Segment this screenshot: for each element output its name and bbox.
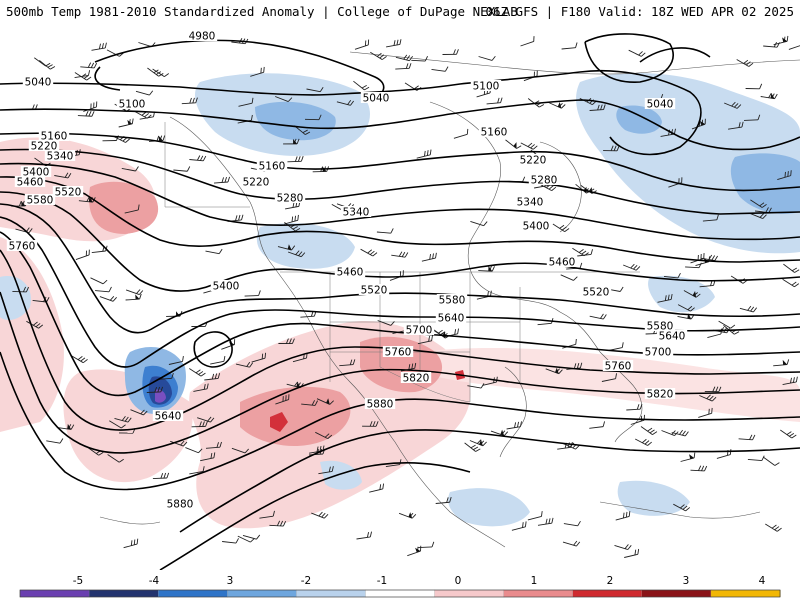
contour-label: 5880: [367, 399, 394, 411]
contour-label: 5340: [517, 197, 544, 209]
contour-label: 5580: [439, 295, 466, 307]
colorbar-tick-label: -1: [377, 575, 387, 587]
contour-label: 5460: [337, 267, 364, 279]
contour-label: 5160: [259, 161, 286, 173]
contour-label: 5340: [343, 207, 370, 219]
model-run-info: 06Z GFS | F180 Valid: 18Z WED APR 02 202…: [485, 4, 794, 19]
contour-label: 5760: [605, 361, 632, 373]
contour-label: 5700: [406, 325, 433, 337]
contour-label: 5520: [55, 187, 82, 199]
colorbar-segment: [365, 590, 435, 597]
colorbar-segment: [642, 590, 712, 597]
contour-label: 5880: [167, 499, 194, 511]
contour-label: 5460: [549, 257, 576, 269]
colorbar-tick-labels: -5-43-2-1012345: [73, 575, 800, 587]
contour-label: 5640: [155, 411, 182, 423]
contour-label: 5280: [277, 193, 304, 205]
contour-label: 5400: [523, 221, 550, 233]
contour-label: 5640: [659, 331, 686, 343]
colorbar-tick-label: 1: [531, 575, 538, 587]
contour-label: 5400: [213, 281, 240, 293]
colorbar-tick-label: 3: [683, 575, 690, 587]
contour-label: 5580: [27, 195, 54, 207]
colorbar-tick-label: -5: [73, 575, 83, 587]
colorbar-tick-label: 3: [227, 575, 234, 587]
contour-label: 5820: [403, 373, 430, 385]
colorbar-segment: [158, 590, 228, 597]
contour-label: 5040: [363, 93, 390, 105]
contour-label: 5700: [645, 347, 672, 359]
contour-label: 5160: [481, 127, 508, 139]
colorbar-gradient: [20, 590, 781, 597]
colorbar-segment: [711, 590, 781, 597]
colorbar-tick-label: -4: [149, 575, 160, 587]
colorbar-segment: [89, 590, 159, 597]
contour-label: 5100: [473, 81, 500, 93]
colorbar: -5-43-2-1012345: [0, 570, 800, 600]
colorbar-segment: [504, 590, 574, 597]
contour-label: 5460: [17, 177, 44, 189]
contour-label: 5220: [243, 177, 270, 189]
contour-label: 5820: [647, 389, 674, 401]
contour-label: 5040: [647, 99, 674, 111]
map-header: 500mb Temp 1981-2010 Standardized Anomal…: [0, 0, 800, 22]
contour-label: 5100: [119, 99, 146, 111]
contour-label: 5760: [385, 347, 412, 359]
contour-label: 5220: [520, 155, 547, 167]
colorbar-tick-label: 2: [607, 575, 614, 587]
colorbar-tick-label: -2: [301, 575, 311, 587]
colorbar-segment: [435, 590, 505, 597]
contour-label: 5520: [361, 285, 388, 297]
contour-label: 5640: [438, 313, 465, 325]
colorbar-segment: [227, 590, 297, 597]
contour-label: 5280: [531, 175, 558, 187]
contour-label: 5760: [9, 241, 36, 253]
map-title: 500mb Temp 1981-2010 Standardized Anomal…: [6, 4, 518, 19]
colorbar-segment: [296, 590, 366, 597]
contour-label: 5040: [25, 77, 52, 89]
colorbar-segment: [20, 590, 90, 597]
contour-label: 4980: [189, 31, 216, 43]
colorbar-segment: [573, 590, 643, 597]
contour-label: 5520: [583, 287, 610, 299]
colorbar-tick-label: 0: [455, 575, 462, 587]
contour-label: 5340: [47, 151, 74, 163]
colorbar-tick-label: 4: [759, 575, 766, 587]
